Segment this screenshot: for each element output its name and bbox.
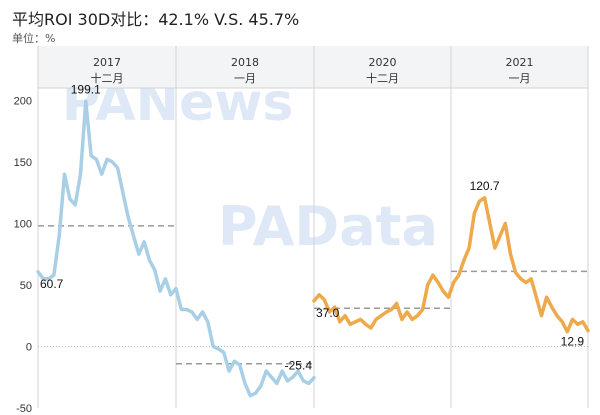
data-label: 37.0 [316,306,340,320]
data-label: -25.4 [285,359,313,373]
y-tick-label: 100 [14,218,32,230]
panel-header-band [38,46,588,88]
panel-month-label: 一月 [509,72,531,85]
series-line [36,99,316,398]
series-line [312,196,590,334]
data-label: 199.1 [71,82,101,96]
panel-month-label: 十二月 [366,71,399,85]
y-tick-label: -50 [16,403,32,415]
y-tick-label: 0 [26,341,32,353]
panel-month-label: 一月 [234,72,256,85]
y-tick-label: 150 [14,157,32,169]
y-tick-label: 200 [14,95,32,107]
unit-label: 单位：% [12,32,56,45]
data-label: 12.9 [561,335,585,349]
chart-title: 平均ROI 30D对比：42.1% V.S. 45.7% [12,10,300,29]
panel-year-label: 2018 [231,56,259,69]
panel-month-label: 十二月 [91,71,124,85]
watermark-text: PAData [218,195,438,258]
data-label: 120.7 [470,179,500,193]
panel-year-label: 2021 [506,56,534,69]
data-label: 60.7 [40,277,64,291]
y-tick-label: 50 [20,280,32,292]
panel-year-label: 2017 [93,56,121,69]
panel-year-label: 2020 [369,56,397,69]
